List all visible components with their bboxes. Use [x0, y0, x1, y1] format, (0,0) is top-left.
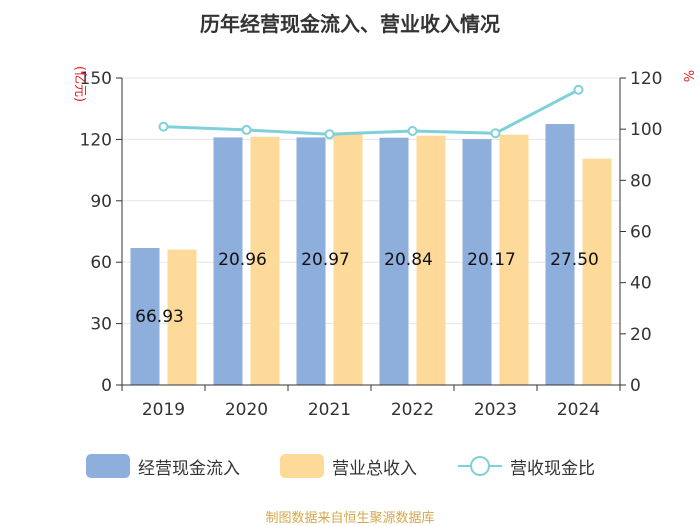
ratio-line	[158, 84, 584, 140]
data-label-cash-inflow: 20.84	[384, 250, 433, 270]
y-right-tick-label: 60	[630, 223, 652, 243]
ratio-point	[573, 84, 584, 95]
bar-cash-inflow	[545, 124, 575, 386]
y-right-tick-label: 100	[630, 120, 662, 140]
ratio-point	[324, 129, 335, 140]
y-left-tick-label: 60	[90, 253, 112, 273]
bar-revenue	[333, 134, 363, 385]
legend-swatch-cash-inflow	[86, 454, 130, 478]
bar-revenue	[582, 158, 612, 385]
chart-title: 历年经营现金流入、营业收入情况	[200, 12, 500, 36]
bars	[130, 124, 612, 386]
legend-swatch-revenue	[280, 454, 324, 478]
bar-revenue	[167, 249, 197, 385]
bar-cash-inflow	[213, 137, 243, 385]
bar-cash-inflow	[296, 137, 326, 385]
ratio-point	[490, 128, 501, 139]
bar-cash-inflow	[130, 248, 160, 385]
legend-item-revenue[interactable]: 营业总收入	[280, 452, 417, 480]
x-tick-label: 2024	[557, 400, 600, 420]
ratio-point	[158, 121, 169, 132]
ratio-line-path	[163, 88, 580, 136]
bar-revenue	[416, 135, 446, 385]
data-label-cash-inflow: 20.96	[218, 250, 267, 270]
source-note: 制图数据来自恒生聚源数据库	[265, 511, 435, 526]
ratio-point	[407, 125, 418, 136]
x-tick-label: 2019	[142, 400, 185, 420]
y-left-tick-label: 150	[80, 69, 112, 89]
bar-revenue	[499, 134, 529, 385]
legend: 经营现金流入 营业总收入 营收现金比	[0, 452, 700, 480]
y-right-tick-label: 120	[630, 69, 662, 89]
data-label-cash-inflow: 20.17	[467, 250, 516, 270]
data-label-cash-inflow: 66.93	[135, 307, 184, 327]
y-right-tick-label: 0	[630, 376, 641, 396]
y-right-tick-label: 40	[630, 274, 652, 294]
legend-label-revenue: 营业总收入	[332, 458, 417, 479]
y-left-tick-label: 120	[80, 130, 112, 150]
gridlines	[122, 77, 620, 325]
legend-item-ratio[interactable]: 营收现金比	[458, 452, 595, 480]
y-left-tick-label: 0	[101, 376, 112, 396]
data-labels: 66.93 20.96 20.97 20.84 20.17 27.50	[135, 250, 599, 327]
x-tick-label: 2022	[391, 400, 434, 420]
legend-label-cash-inflow: 经营现金流入	[138, 458, 240, 479]
bar-revenue	[250, 136, 280, 385]
x-tick-label: 2021	[308, 400, 351, 420]
y-right-axis-unit: %	[680, 70, 695, 82]
y-left-tick-label: 30	[90, 315, 112, 335]
y-right-tick-label: 80	[630, 171, 652, 191]
x-tick-label: 2023	[474, 400, 517, 420]
data-label-cash-inflow: 20.97	[301, 250, 350, 270]
bar-cash-inflow	[379, 137, 409, 385]
legend-item-cash-inflow[interactable]: 经营现金流入	[86, 452, 240, 480]
data-label-cash-inflow: 27.50	[550, 250, 599, 270]
ratio-point	[241, 124, 252, 135]
y-right-tick-label: 20	[630, 325, 652, 345]
y-left-axis-unit: (亿元)	[72, 66, 87, 102]
y-left-tick-label: 90	[90, 192, 112, 212]
legend-line-marker-icon	[458, 454, 502, 478]
bar-cash-inflow	[462, 139, 492, 385]
axes: 0 30 60 90 120 150 0 20 40 60 80 100 120 (亿元) % 2019 202…	[72, 66, 695, 420]
legend-label-ratio: 营收现金比	[510, 458, 595, 479]
x-tick-label: 2020	[225, 400, 268, 420]
